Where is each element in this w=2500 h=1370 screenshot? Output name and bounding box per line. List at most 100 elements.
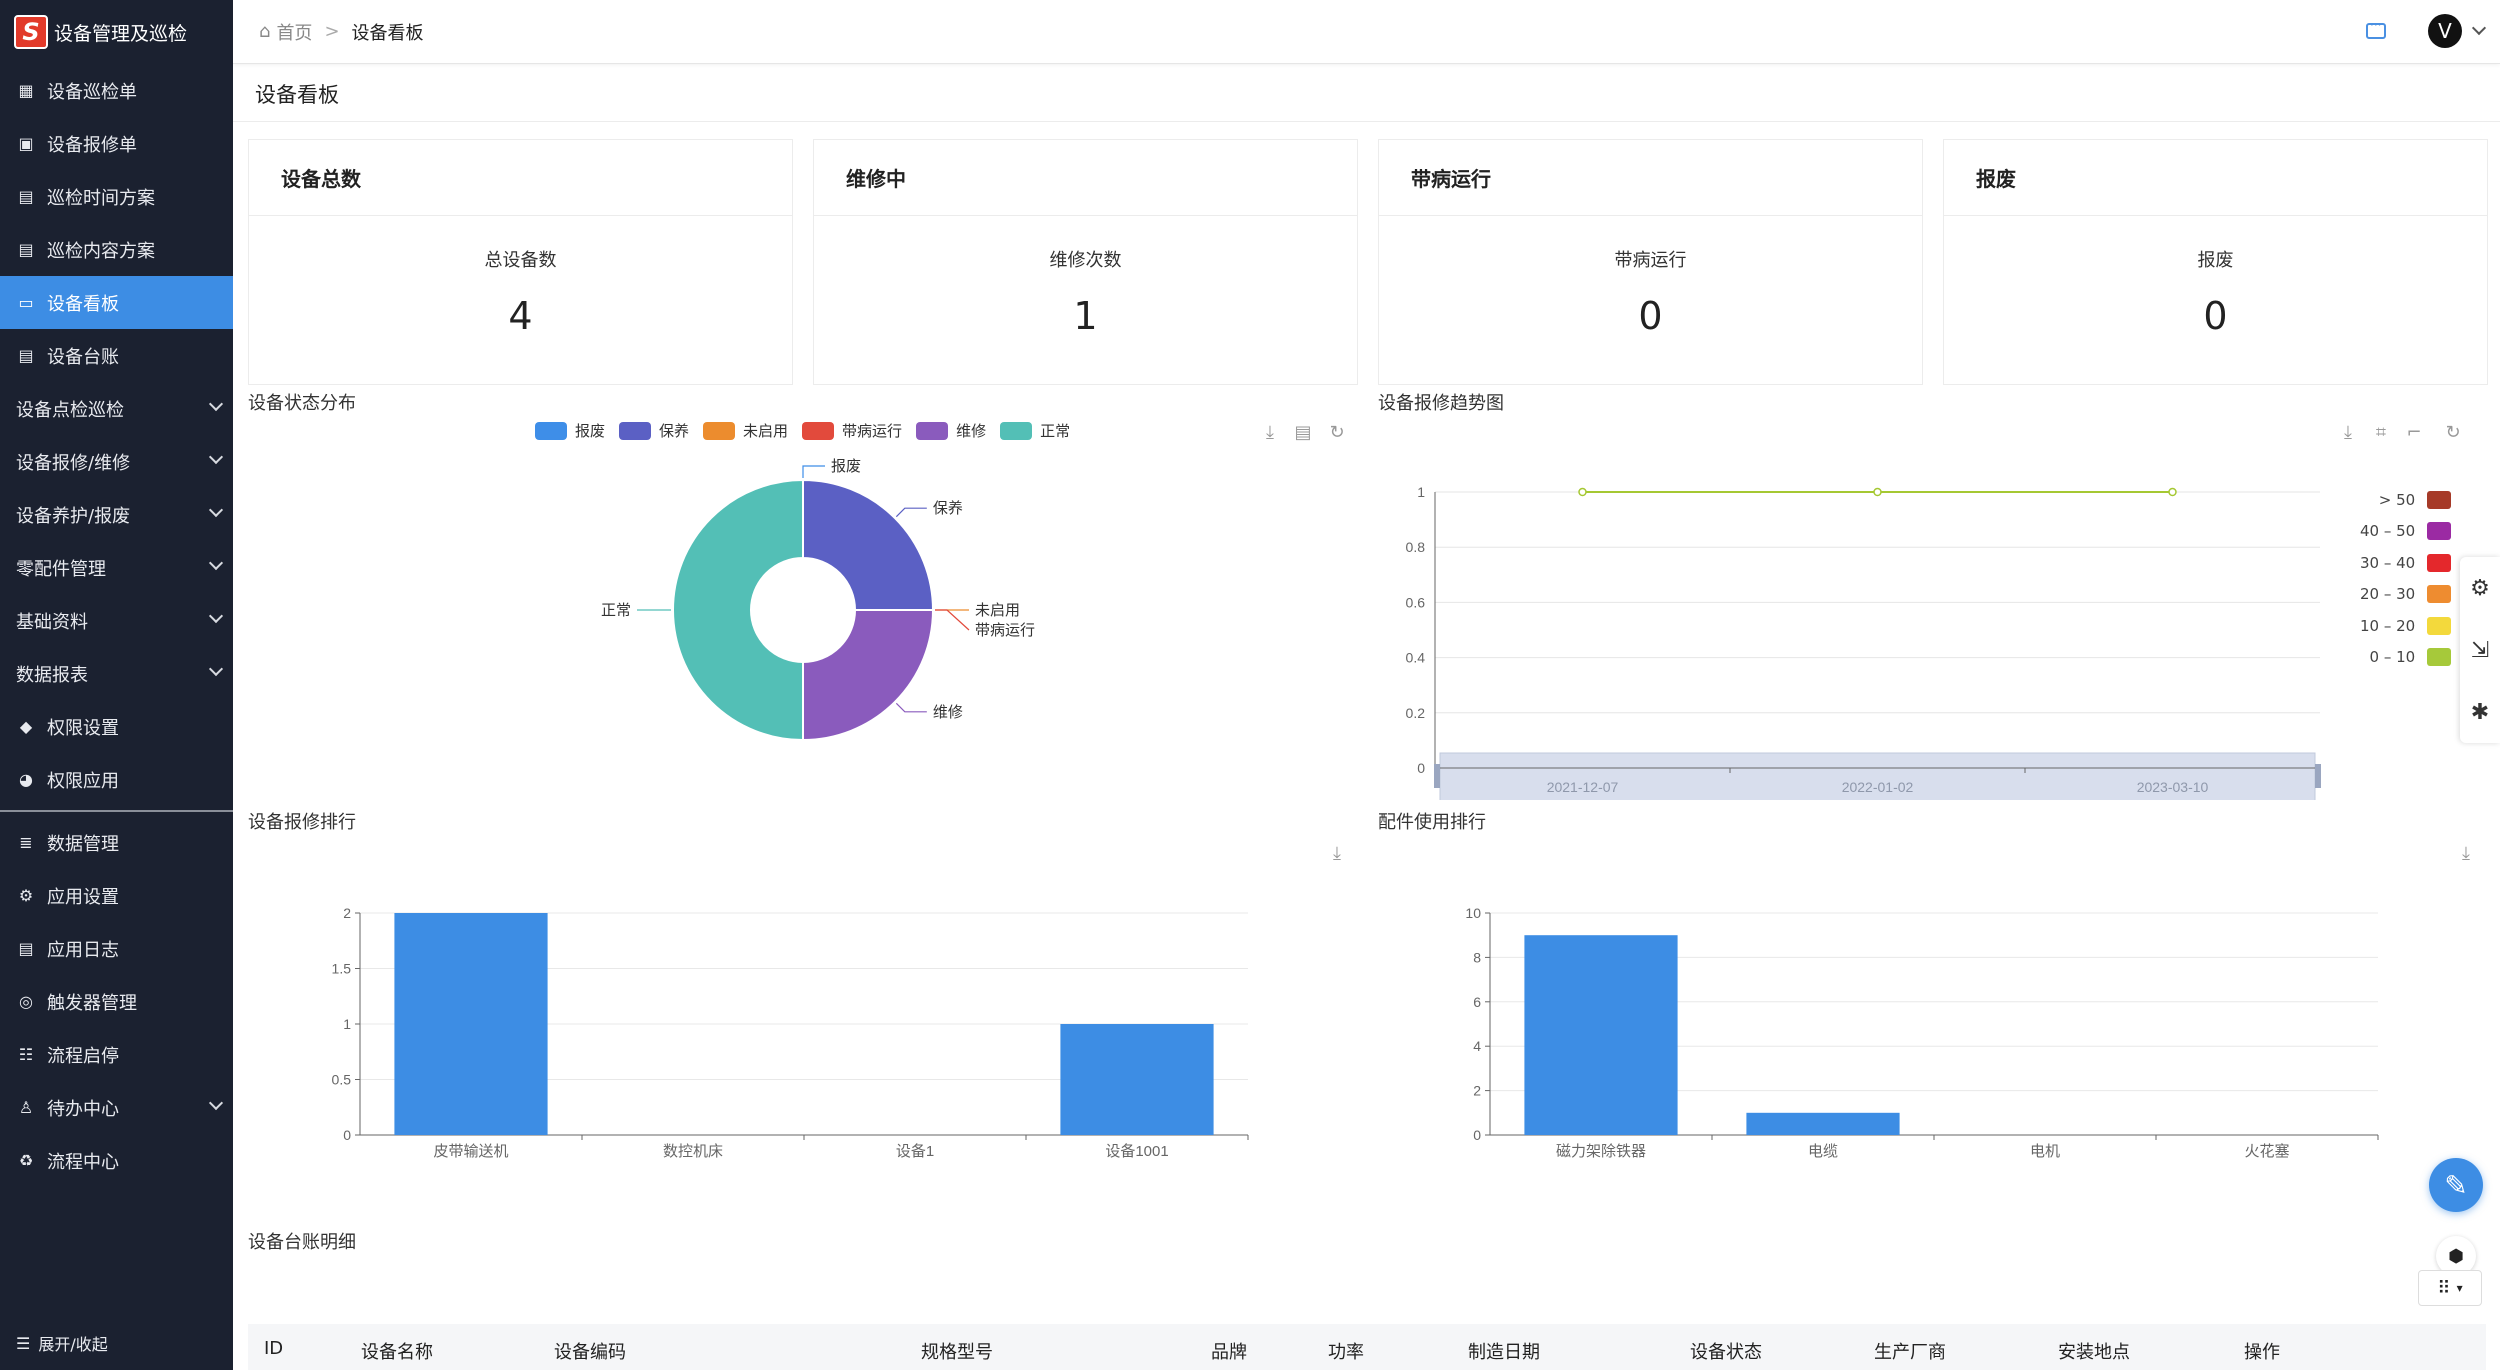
refresh-icon[interactable]: ↻ [2445,422,2461,443]
message-icon[interactable] [2366,18,2386,39]
pie-slice [672,478,804,742]
cube-button[interactable]: ⬢ [2436,1236,2476,1276]
sidebar-item-flow-center[interactable]: ♻ 流程中心 [0,1134,233,1187]
chevron-down-icon[interactable] [2471,20,2487,36]
legend-swatch [1000,421,1033,440]
visual-map-label: > 50 [2378,490,2416,509]
column-header-id[interactable]: ID [264,1338,284,1359]
sidebar-item-inspection-time-plan[interactable]: ▤ 巡检时间方案 [0,170,233,223]
card-value: 0 [1638,294,1663,338]
sidebar-group-reports[interactable]: 数据报表 [0,647,233,700]
export-icon[interactable]: ⇲ [2470,637,2490,663]
download-icon[interactable]: ⤓ [1333,843,1341,864]
column-header-brand[interactable]: 品牌 [1211,1342,1247,1363]
sidebar-group-basic-data[interactable]: 基础资料 [0,594,233,647]
zoom-icon[interactable]: ⌗ [2375,422,2387,443]
sidebar-item-inspection-content-plan[interactable]: ▤ 巡检内容方案 [0,223,233,276]
sidebar-item-label: 设备报修单 [47,134,137,156]
download-icon[interactable]: ⤓ [2462,843,2470,864]
sidebar-menu: ▦ 设备巡检单 ▣ 设备报修单 ▤ 巡检时间方案 ▤ 巡检内容方案 ▭ 设备看板 ▤ 设备台… [0,64,233,1187]
legend-item[interactable]: 正常 [1000,420,1070,441]
data-view-icon[interactable]: ▤ [1294,422,1312,443]
sidebar-item-app-settings[interactable]: ⚙ 应用设置 [0,869,233,922]
sidebar-item-flow-toggle[interactable]: ☷ 流程启停 [0,1028,233,1081]
column-header-spec[interactable]: 规格型号 [921,1342,993,1363]
sidebar-group-label: 基础资料 [16,611,88,633]
section-title-parts-rank: 配件使用排行 [1378,812,1486,833]
chevron-down-icon [208,502,224,518]
visual-map-swatch [2427,553,2452,572]
sidebar-group-maintenance[interactable]: 设备养护/报废 [0,488,233,541]
column-header-manufacturer[interactable]: 生产厂商 [1874,1342,1946,1363]
chevron-down-icon [208,608,224,624]
sidebar-group-label: 设备养护/报废 [16,505,131,527]
column-header-status[interactable]: 设备状态 [1690,1342,1762,1363]
refresh-icon[interactable]: ↻ [1329,422,1345,443]
breadcrumb-home[interactable]: 首页 [276,22,313,44]
bar [1060,1024,1214,1135]
visual-map-item[interactable]: 10 – 20 [2360,610,2452,642]
column-header-power[interactable]: 功率 [1328,1342,1364,1363]
sidebar-item-ledger[interactable]: ▤ 设备台账 [0,329,233,382]
section-title-ledger: 设备台账明细 [248,1232,356,1253]
sidebar-group-spot-inspection[interactable]: 设备点检巡检 [0,382,233,435]
y-tick-label: 1.5 [332,961,352,977]
sidebar-item-permission-settings[interactable]: ◆ 权限设置 [0,700,233,753]
visual-map-item[interactable]: > 50 [2360,484,2452,516]
sidebar-collapse-toggle[interactable]: ☰ 展开/收起 [0,1316,233,1370]
visual-map-item[interactable]: 30 – 40 [2360,547,2452,579]
gear-icon[interactable]: ⚙ [2470,575,2490,601]
legend-item[interactable]: 维修 [916,420,986,441]
file-icon: ▤ [18,939,34,958]
y-tick-label: 10 [1465,905,1481,921]
legend-item[interactable]: 报废 [535,420,605,441]
app-brand[interactable]: S 设备管理及巡检 [0,0,233,64]
visual-map-item[interactable]: 40 – 50 [2360,516,2452,548]
y-tick-label: 0.6 [1406,594,1426,610]
bug-icon[interactable]: ✱ [2470,699,2490,725]
column-header-name[interactable]: 设备名称 [361,1342,433,1363]
visual-map-item[interactable]: 0 – 10 [2360,642,2452,674]
visual-map-item[interactable]: 20 – 30 [2360,579,2452,611]
column-header-mfg-date[interactable]: 制造日期 [1468,1342,1540,1363]
legend-item[interactable]: 带病运行 [802,420,902,441]
sidebar-group-parts[interactable]: 零配件管理 [0,541,233,594]
x-tick-label: 设备1001 [1105,1143,1168,1160]
section-title-repair-rank: 设备报修排行 [248,812,356,833]
sidebar-item-repair-order[interactable]: ▣ 设备报修单 [0,117,233,170]
data-zoom-handle-right [2315,764,2321,788]
sidebar-item-todo-center[interactable]: ♙ 待办中心 [0,1081,233,1134]
download-icon[interactable]: ⤓ [1266,422,1274,443]
sidebar-item-label: 巡检内容方案 [47,240,155,262]
visual-map-label: 10 – 20 [2360,616,2416,635]
column-header-code[interactable]: 设备编码 [554,1342,626,1363]
calendar-check-icon: ▣ [18,134,34,153]
legend-item[interactable]: 保养 [619,420,689,441]
column-header-actions[interactable]: 操作 [2244,1342,2280,1363]
sidebar-item-inspection-order[interactable]: ▦ 设备巡检单 [0,64,233,117]
sidebar-item-dashboard[interactable]: ▭ 设备看板 [0,276,233,329]
sidebar-item-label: 设备巡检单 [47,81,137,103]
y-tick-label: 8 [1473,949,1481,965]
y-tick-label: 6 [1473,994,1481,1010]
pie-legend: 报废 保养 未启用 带病运行 维修 正常 [535,420,1084,441]
download-icon[interactable]: ⤓ [2344,422,2352,443]
sidebar-item-label: 应用日志 [47,939,119,961]
sidebar-group-repair[interactable]: 设备报修/维修 [0,435,233,488]
card-label: 总设备数 [484,250,557,271]
sidebar-item-trigger-management[interactable]: ◎ 触发器管理 [0,975,233,1028]
app-grid-button[interactable]: ⠿ ▾ [2418,1270,2482,1306]
legend-item[interactable]: 未启用 [703,420,788,441]
file-icon: ▤ [18,346,34,365]
sidebar-item-app-log[interactable]: ▤ 应用日志 [0,922,233,975]
edit-fab-button[interactable]: ✎ [2429,1158,2483,1212]
sidebar-item-label: 权限设置 [47,717,119,739]
avatar[interactable]: V [2428,14,2462,48]
column-header-location[interactable]: 安装地点 [2058,1342,2130,1363]
zoom-reset-icon[interactable]: ⌐ [2406,422,2422,443]
sidebar-item-data-management[interactable]: ≣ 数据管理 [0,816,233,869]
sidebar-item-permission-apply[interactable]: ◕ 权限应用 [0,753,233,806]
chevron-down-icon [208,449,224,465]
pie-slice-label: 报废 [831,458,861,475]
user-icon: ♙ [18,1098,34,1117]
